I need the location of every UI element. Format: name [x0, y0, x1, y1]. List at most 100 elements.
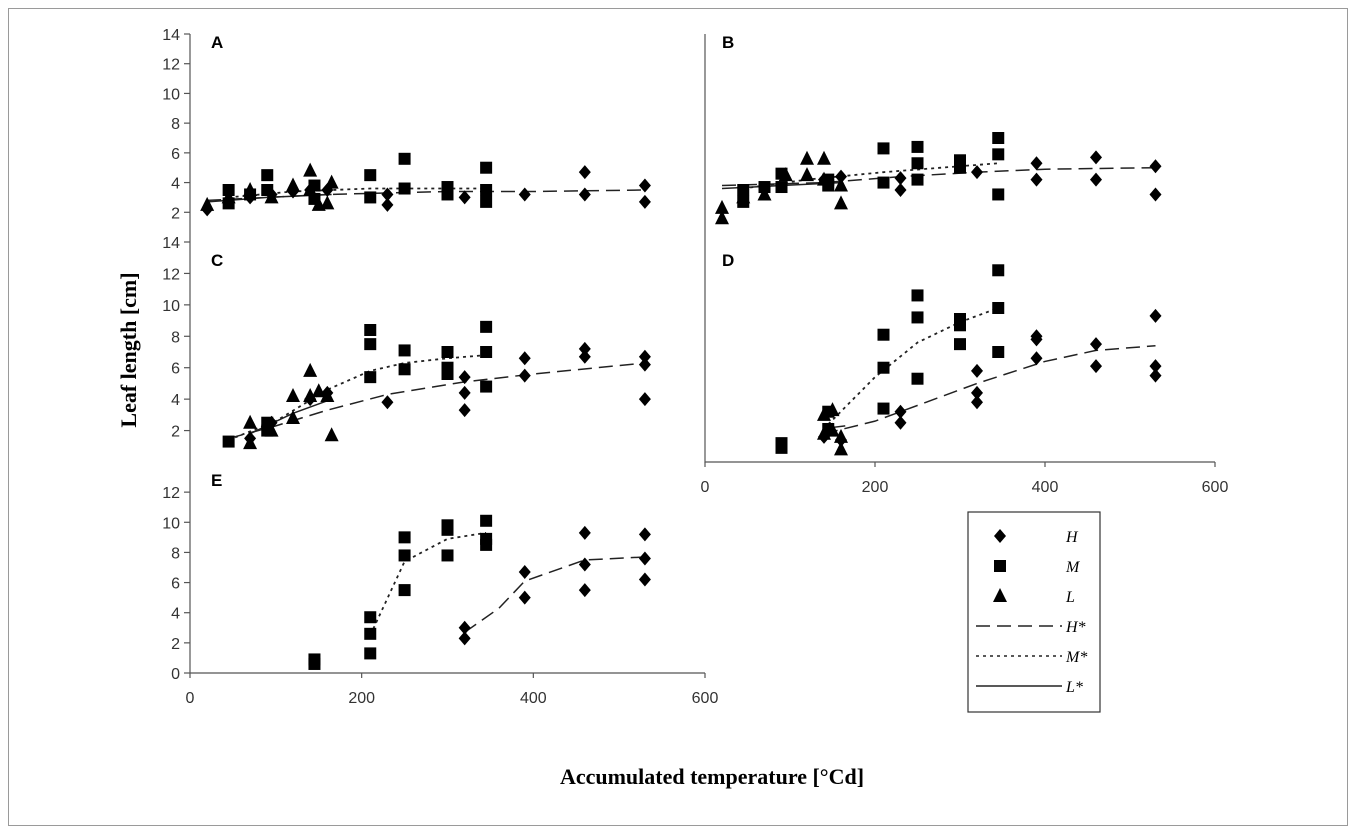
panel-c-ytick-label: 12	[162, 266, 180, 283]
panel-b-triangle-point	[800, 167, 814, 182]
panel-c-diamond-point	[381, 395, 394, 410]
panel-c-label: C	[211, 251, 223, 270]
panel-c-square-point	[441, 368, 454, 380]
legend-label: L*	[1065, 679, 1083, 696]
legend-diamond-marker	[994, 529, 1006, 543]
panel-c-triangle-point	[243, 435, 258, 450]
panel-b-label: B	[722, 33, 734, 52]
panel-c-triangle-point	[303, 362, 318, 377]
panel-e-xtick-label: 400	[520, 690, 547, 707]
panel-a-diamond-point	[578, 165, 591, 180]
panel-d-diamond-point	[1090, 359, 1102, 374]
panel-c-ytick-label: 8	[171, 329, 180, 346]
panel-e-square-point	[364, 647, 377, 660]
panel-d-diamond-point	[971, 385, 983, 400]
panel-c-diamond-point	[638, 349, 651, 364]
panel-a-diamond-point	[458, 190, 471, 205]
panel-b-square-point	[775, 181, 788, 194]
panel-c-triangle-point	[243, 414, 258, 429]
panel-e-square-point	[308, 657, 321, 670]
panel-d-xtick-label: 400	[1032, 479, 1059, 496]
panel-c-diamond-point	[578, 341, 591, 356]
panel-d-triangle-point	[825, 402, 840, 417]
panel-e-ytick-label: 2	[171, 636, 180, 653]
legend-label: H*	[1065, 619, 1086, 636]
panel-c-diamond-point	[638, 392, 651, 407]
panel-e-diamond-point	[638, 527, 651, 542]
panel-a-ytick-label: 14	[162, 27, 180, 44]
panel-a-diamond-point	[638, 178, 651, 193]
panel-a-diamond-point	[381, 187, 394, 202]
panel-e-diamond-point	[518, 565, 531, 580]
panel-e-square-point	[364, 627, 377, 640]
panel-a-square-point	[398, 182, 411, 195]
panel-a-ytick-label: 6	[171, 146, 180, 163]
panel-e-square-point	[441, 523, 454, 536]
panel-e-xtick-label: 600	[692, 690, 719, 707]
panel-a-triangle-point	[320, 195, 335, 210]
panel-b-diamond-point	[971, 165, 983, 180]
panel-d-diamond-point	[971, 395, 983, 410]
panel-e-axis	[189, 462, 705, 674]
panel-c-triangle-point	[286, 410, 300, 424]
panel-c-triangle-point	[303, 388, 318, 402]
panel-c-triangle-point	[311, 383, 326, 398]
panel-c-fit-line-long	[228, 362, 645, 440]
panel-d-diamond-point	[1149, 359, 1162, 374]
panel-c-square-point	[222, 435, 235, 448]
panel-b-diamond-point	[1030, 156, 1043, 171]
legend-label: M	[1065, 559, 1081, 576]
legend-label: M*	[1065, 649, 1087, 666]
figure-frame	[8, 8, 1348, 826]
legend-label: L	[1065, 589, 1075, 606]
panel-e-ytick-label: 0	[171, 666, 180, 683]
panel-c-square-point	[398, 363, 411, 376]
panel-e-fit-line-dotted	[369, 531, 487, 636]
panel-b-square-point	[992, 132, 1005, 144]
panel-c-diamond-point	[458, 403, 471, 418]
panel-d-diamond-point	[1149, 308, 1162, 323]
panel-d-triangle-point	[834, 428, 848, 443]
panel-c-ytick-label: 4	[171, 392, 180, 409]
panel-d-square-point	[954, 319, 966, 332]
panel-e-xtick-label: 200	[348, 690, 375, 707]
panel-c-ytick-label: 6	[171, 361, 180, 378]
panel-d-triangle-point	[817, 406, 831, 421]
panel-a-triangle-point	[303, 162, 318, 177]
panel-a-diamond-point	[578, 187, 591, 202]
panel-c-diamond-point	[518, 351, 531, 366]
panel-a-diamond-point	[381, 197, 394, 212]
panel-e-diamond-point	[518, 590, 531, 605]
panel-a-square-point	[480, 184, 493, 196]
panel-b-triangle-point	[736, 189, 751, 204]
panel-d-square-point	[954, 338, 966, 351]
legend-box	[967, 511, 1101, 713]
panel-b-diamond-point	[1149, 159, 1162, 174]
legend-square-marker	[994, 560, 1006, 572]
panel-e-diamond-point	[638, 551, 651, 566]
panel-d-square-point	[877, 361, 890, 374]
panel-c-triangle-point	[286, 388, 300, 402]
panel-b-triangle-point	[817, 171, 831, 186]
panel-d-square-point	[992, 302, 1005, 314]
panel-a-ytick-label: 2	[171, 205, 180, 222]
panel-d-square-point	[775, 441, 788, 454]
panel-d-square-point	[911, 311, 924, 324]
panel-a-triangle-point	[286, 177, 300, 192]
panel-a-triangle-point	[221, 189, 236, 204]
panel-a-ytick-label: 4	[171, 176, 180, 193]
panel-a-triangle-point	[303, 182, 318, 196]
panel-d-diamond-point	[1030, 351, 1043, 366]
panel-e-square-point	[398, 549, 411, 562]
panel-d-diamond-point	[971, 363, 983, 378]
panel-b-diamond-point	[1090, 150, 1102, 165]
panel-d-axis	[704, 242, 1215, 463]
panel-c-square-point	[364, 324, 377, 336]
panel-e-fit-line-long	[464, 556, 645, 633]
panel-a-square-point	[480, 195, 493, 208]
panel-d-diamond-point	[1149, 368, 1162, 383]
panel-a-label: A	[211, 33, 223, 52]
panel-e-ytick-label: 6	[171, 576, 180, 593]
panel-a-ytick-label: 12	[162, 57, 180, 74]
